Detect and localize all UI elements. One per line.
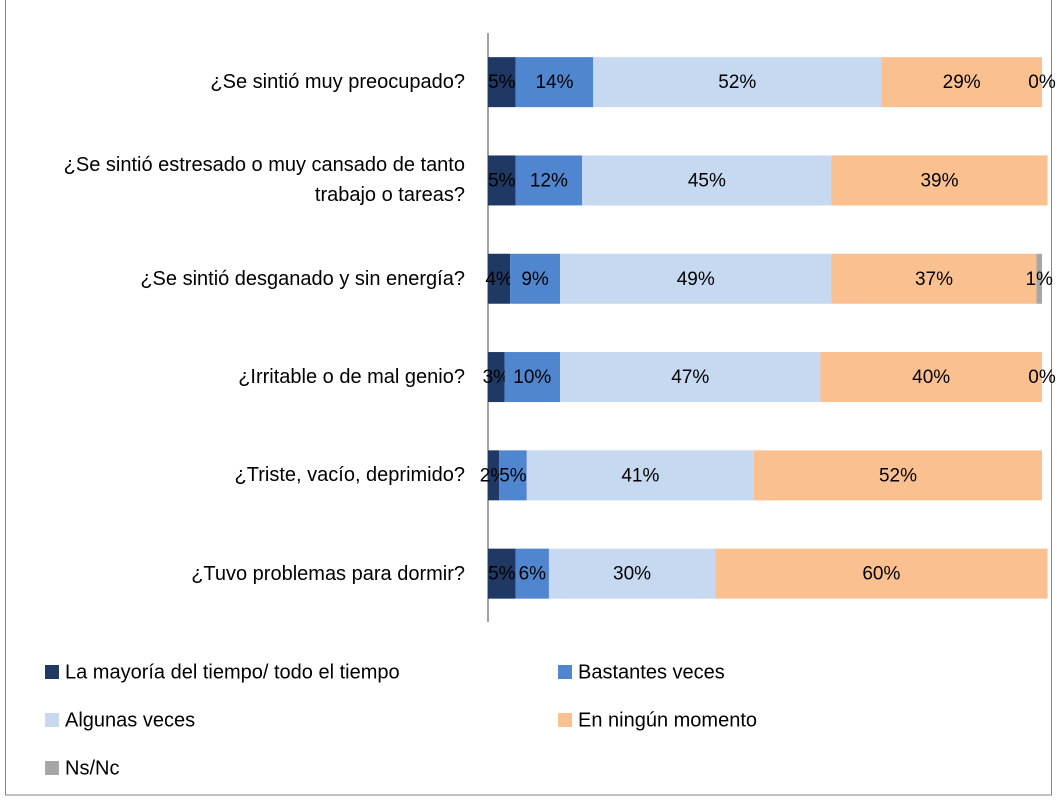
- legend-swatch: [45, 761, 59, 775]
- bar-segment: [510, 253, 561, 304]
- category-label: ¿Se sintió desganado y sin energía?: [140, 267, 465, 290]
- bar-segment: [526, 450, 754, 501]
- legend-label: Ns/Nc: [65, 757, 119, 779]
- data-label: 29%: [943, 72, 981, 93]
- data-label: 60%: [862, 564, 900, 585]
- category-label: ¿Irritable o de mal genio?: [238, 366, 465, 389]
- data-label: 47%: [671, 367, 709, 388]
- bar-segment: [515, 548, 549, 599]
- data-label: 30%: [613, 564, 651, 585]
- category-label: ¿Se sintió muy preocupado?: [210, 71, 465, 94]
- bar-segment: [488, 352, 505, 403]
- data-label: 0%: [1028, 367, 1056, 388]
- legend-label: En ningún momento: [578, 709, 757, 731]
- chart-frame: [5, 0, 1052, 796]
- category-label: ¿Triste, vacío, deprimido?: [234, 464, 465, 487]
- legend-swatch: [45, 665, 59, 679]
- bar-segment: [504, 352, 561, 403]
- data-label: 1%: [1025, 269, 1053, 290]
- bar-segment: [1036, 253, 1042, 304]
- data-label: 52%: [879, 465, 917, 486]
- bar-segment: [560, 253, 832, 304]
- legend-swatch: [558, 665, 572, 679]
- bar-segment: [820, 352, 1042, 403]
- legend-label: Algunas veces: [65, 709, 195, 731]
- bar-segment: [488, 548, 516, 599]
- data-label: 6%: [519, 564, 547, 585]
- bar-segment: [715, 548, 1048, 599]
- bar-segment: [560, 352, 821, 403]
- data-label: 39%: [920, 170, 958, 191]
- data-label: 0%: [1028, 72, 1056, 93]
- data-label: 52%: [718, 72, 756, 93]
- data-label: 5%: [488, 72, 516, 93]
- data-label: 14%: [535, 72, 573, 93]
- bar-segment: [488, 155, 516, 206]
- bar-segment: [488, 253, 511, 304]
- bar-segment: [488, 450, 500, 501]
- bar-segment: [515, 155, 583, 206]
- data-label: 12%: [530, 170, 568, 191]
- data-label: 10%: [513, 367, 551, 388]
- legend-swatch: [45, 713, 59, 727]
- bar-segment: [831, 253, 1037, 304]
- bar-segment: [831, 155, 1048, 206]
- bar-segment: [881, 57, 1042, 108]
- data-label: 45%: [688, 170, 726, 191]
- data-label: 49%: [677, 269, 715, 290]
- data-label: 40%: [912, 367, 950, 388]
- category-label: ¿Se sintió estresado o muy cansado de ta…: [63, 154, 465, 207]
- category-label: ¿Tuvo problemas para dormir?: [191, 562, 465, 585]
- data-label: 4%: [485, 269, 513, 290]
- bar-segment: [593, 57, 882, 108]
- data-label: 9%: [521, 269, 549, 290]
- data-label: 5%: [488, 170, 516, 191]
- bar-segment: [753, 450, 1042, 501]
- data-label: 3%: [483, 367, 511, 388]
- legend-label: Bastantes veces: [578, 661, 725, 683]
- bar-segment: [515, 57, 594, 108]
- bar-segment: [548, 548, 716, 599]
- data-label: 5%: [488, 564, 516, 585]
- bar-segment: [488, 57, 516, 108]
- bar-segment: [582, 155, 832, 206]
- data-label: 37%: [915, 269, 953, 290]
- legend-label: La mayoría del tiempo/ todo el tiempo: [65, 661, 400, 683]
- data-label: 5%: [499, 465, 527, 486]
- bar-segment: [499, 450, 527, 501]
- data-label: 41%: [621, 465, 659, 486]
- legend-swatch: [558, 713, 572, 727]
